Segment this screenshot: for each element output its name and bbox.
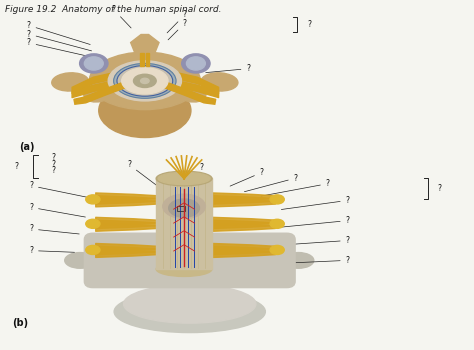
- Ellipse shape: [99, 84, 191, 138]
- Text: ?: ?: [112, 5, 131, 28]
- Text: Figure 19.2  Anatomy of the human spinal cord.: Figure 19.2 Anatomy of the human spinal …: [5, 5, 222, 14]
- Ellipse shape: [86, 245, 100, 254]
- Ellipse shape: [52, 73, 89, 91]
- Ellipse shape: [80, 54, 108, 73]
- Ellipse shape: [156, 262, 212, 276]
- Polygon shape: [164, 83, 216, 104]
- Text: ?: ?: [14, 162, 18, 171]
- Text: ?: ?: [279, 236, 350, 245]
- Text: ?: ?: [261, 179, 330, 196]
- Bar: [177, 206, 185, 211]
- Ellipse shape: [186, 57, 205, 70]
- Ellipse shape: [270, 219, 284, 228]
- Ellipse shape: [86, 219, 100, 228]
- Ellipse shape: [114, 291, 265, 332]
- Text: ?: ?: [29, 203, 85, 217]
- Ellipse shape: [114, 64, 175, 98]
- Polygon shape: [74, 83, 126, 104]
- Ellipse shape: [65, 253, 95, 268]
- Ellipse shape: [122, 68, 168, 94]
- Text: ?: ?: [230, 168, 264, 186]
- FancyBboxPatch shape: [84, 233, 295, 288]
- FancyArrow shape: [146, 52, 149, 66]
- Text: ?: ?: [27, 30, 91, 51]
- Ellipse shape: [270, 245, 284, 254]
- Text: ?: ?: [128, 160, 159, 187]
- Polygon shape: [156, 178, 212, 269]
- Text: ?: ?: [307, 20, 311, 29]
- Text: ?: ?: [27, 38, 92, 57]
- Text: ?: ?: [272, 256, 350, 265]
- Ellipse shape: [134, 74, 156, 88]
- Ellipse shape: [86, 195, 100, 204]
- Text: ?: ?: [167, 10, 187, 33]
- Ellipse shape: [118, 66, 172, 96]
- Ellipse shape: [84, 57, 103, 70]
- Text: ?: ?: [206, 64, 250, 73]
- Ellipse shape: [156, 171, 212, 186]
- Ellipse shape: [124, 285, 256, 323]
- Text: ?: ?: [282, 196, 350, 210]
- Text: ?: ?: [29, 246, 74, 255]
- Text: ?: ?: [168, 19, 187, 40]
- Text: (b): (b): [12, 318, 28, 328]
- Text: ?: ?: [52, 153, 56, 162]
- Text: ?: ?: [29, 224, 79, 234]
- Polygon shape: [131, 35, 159, 52]
- Text: ?: ?: [52, 160, 56, 169]
- Ellipse shape: [108, 61, 182, 101]
- Ellipse shape: [83, 84, 111, 102]
- Text: ?: ?: [245, 174, 298, 192]
- Ellipse shape: [169, 199, 200, 217]
- Ellipse shape: [201, 73, 238, 91]
- Ellipse shape: [158, 173, 210, 184]
- Ellipse shape: [182, 54, 210, 73]
- Text: ?: ?: [52, 166, 56, 175]
- Text: ?: ?: [29, 181, 91, 198]
- Text: ?: ?: [27, 21, 90, 44]
- Text: ?: ?: [188, 163, 203, 187]
- Text: ?: ?: [438, 184, 442, 193]
- Text: ?: ?: [283, 216, 350, 227]
- Ellipse shape: [270, 195, 284, 204]
- FancyArrow shape: [140, 52, 144, 66]
- Ellipse shape: [283, 253, 314, 268]
- Ellipse shape: [163, 194, 205, 219]
- Text: (a): (a): [19, 142, 35, 152]
- Ellipse shape: [141, 78, 149, 84]
- Ellipse shape: [89, 52, 201, 110]
- Ellipse shape: [178, 84, 206, 102]
